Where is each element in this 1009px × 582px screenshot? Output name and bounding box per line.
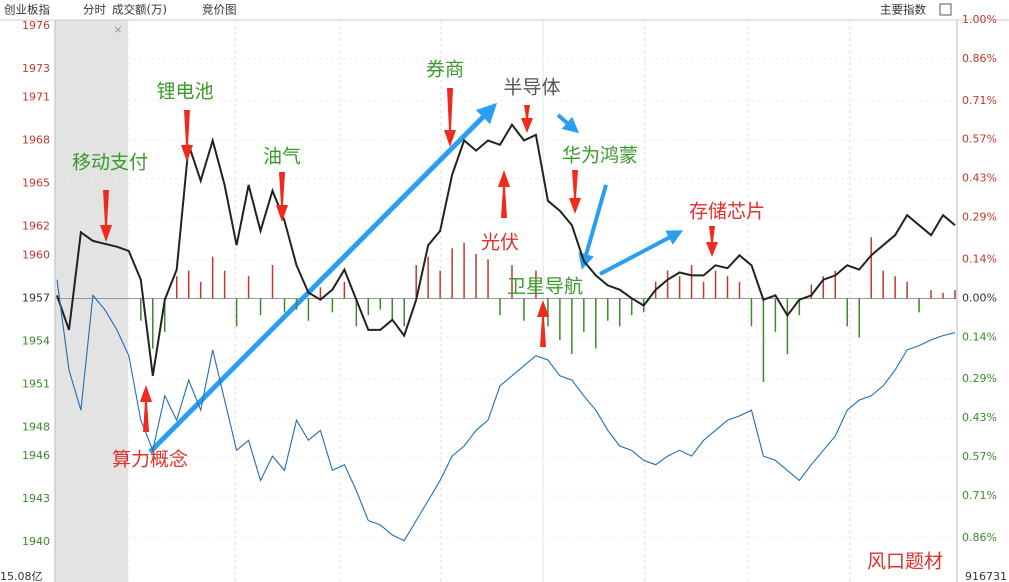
auction-area [55, 20, 128, 582]
plot [56, 122, 956, 542]
annotation: 存储芯片 [689, 201, 765, 223]
y-tick-label: 1965 [22, 177, 50, 190]
y-tick-label: 1962 [22, 220, 50, 233]
y-tick-label: 1940 [22, 535, 50, 548]
mode[interactable]: 分时 [83, 3, 106, 17]
annotation: 风口题材 [867, 551, 943, 573]
y-tick-label: 1968 [22, 134, 50, 147]
annotation: 券商 [426, 59, 464, 81]
y2-tick-label: 0.86% [962, 531, 997, 544]
y2-tick-label: 1.00% [962, 13, 997, 26]
red-marker [521, 105, 533, 133]
auction-toggle[interactable]: 竞价图 [202, 3, 237, 17]
volume-label: 成交额(万) [112, 3, 167, 17]
y2-tick-label: 0.00% [962, 291, 997, 304]
y2-tick-label: 0.43% [962, 172, 997, 185]
y2-tick-label: 0.14% [962, 330, 997, 343]
annotation: 移动支付 [72, 152, 148, 174]
y2-tick-label: 0.29% [962, 211, 997, 224]
red-marker [100, 190, 112, 242]
arrows [148, 102, 684, 454]
y2-tick-label: 0.57% [962, 133, 997, 146]
y-tick-label: 1954 [22, 334, 50, 347]
y2-tick-label: 0.71% [962, 94, 997, 107]
blue-arrow [599, 230, 684, 276]
red-marker [706, 226, 718, 257]
red-markers [100, 88, 718, 432]
annotation: 半导体 [503, 77, 560, 99]
blue-arrow [578, 184, 608, 270]
y-tick-label: 1943 [22, 492, 50, 505]
y-tick-label: 1948 [22, 420, 50, 433]
y-tick-label: 1960 [22, 248, 50, 261]
y-tick-label: 1973 [22, 62, 50, 75]
y-tick-label: 1976 [22, 19, 50, 32]
menu[interactable]: 主要指数 [880, 3, 926, 17]
annotation: 油气 [263, 146, 301, 168]
red-marker [569, 170, 581, 214]
red-marker [498, 170, 510, 218]
red-marker [444, 88, 456, 147]
grid [55, 19, 957, 582]
index-name: 创业板指 [4, 3, 50, 17]
blue-arrow [556, 113, 580, 134]
y2-tick-label: 0.86% [962, 52, 997, 65]
y2-tick-label: 0.43% [962, 411, 997, 424]
blue-arrow [148, 102, 498, 454]
volume-total: 916731 [965, 570, 1007, 582]
red-marker [537, 300, 549, 347]
labels: 1.00% 0.86% 0.71% 0.57% 0.43% 0.29% 0.14% 0.00%… [22, 13, 997, 572]
y2-tick-label: 0.29% [962, 372, 997, 385]
annotation: 华为鸿蒙 [562, 145, 638, 167]
y-tick-label: 1946 [22, 449, 50, 462]
red-marker [276, 172, 288, 222]
annotation: 算力概念 [112, 448, 188, 471]
volume-scale: 15.08亿 [0, 570, 43, 582]
y2-tick-label: 0.14% [962, 252, 997, 265]
close-icon[interactable]: × [113, 23, 122, 36]
y-tick-label: 1951 [22, 377, 50, 390]
red-marker [181, 110, 193, 162]
y-tick-label: 1957 [22, 291, 50, 304]
y2-tick-label: 0.71% [962, 489, 997, 502]
menu-icon[interactable] [939, 3, 952, 16]
series-line [56, 279, 956, 542]
y-tick-label: 1971 [22, 90, 50, 103]
annotation: 卫星导航 [507, 276, 583, 298]
red-marker [140, 385, 152, 432]
annotation: 光伏 [481, 232, 519, 254]
series-line [56, 122, 956, 376]
y2-tick-label: 0.57% [962, 450, 997, 463]
annotation: 锂电池 [156, 81, 213, 103]
